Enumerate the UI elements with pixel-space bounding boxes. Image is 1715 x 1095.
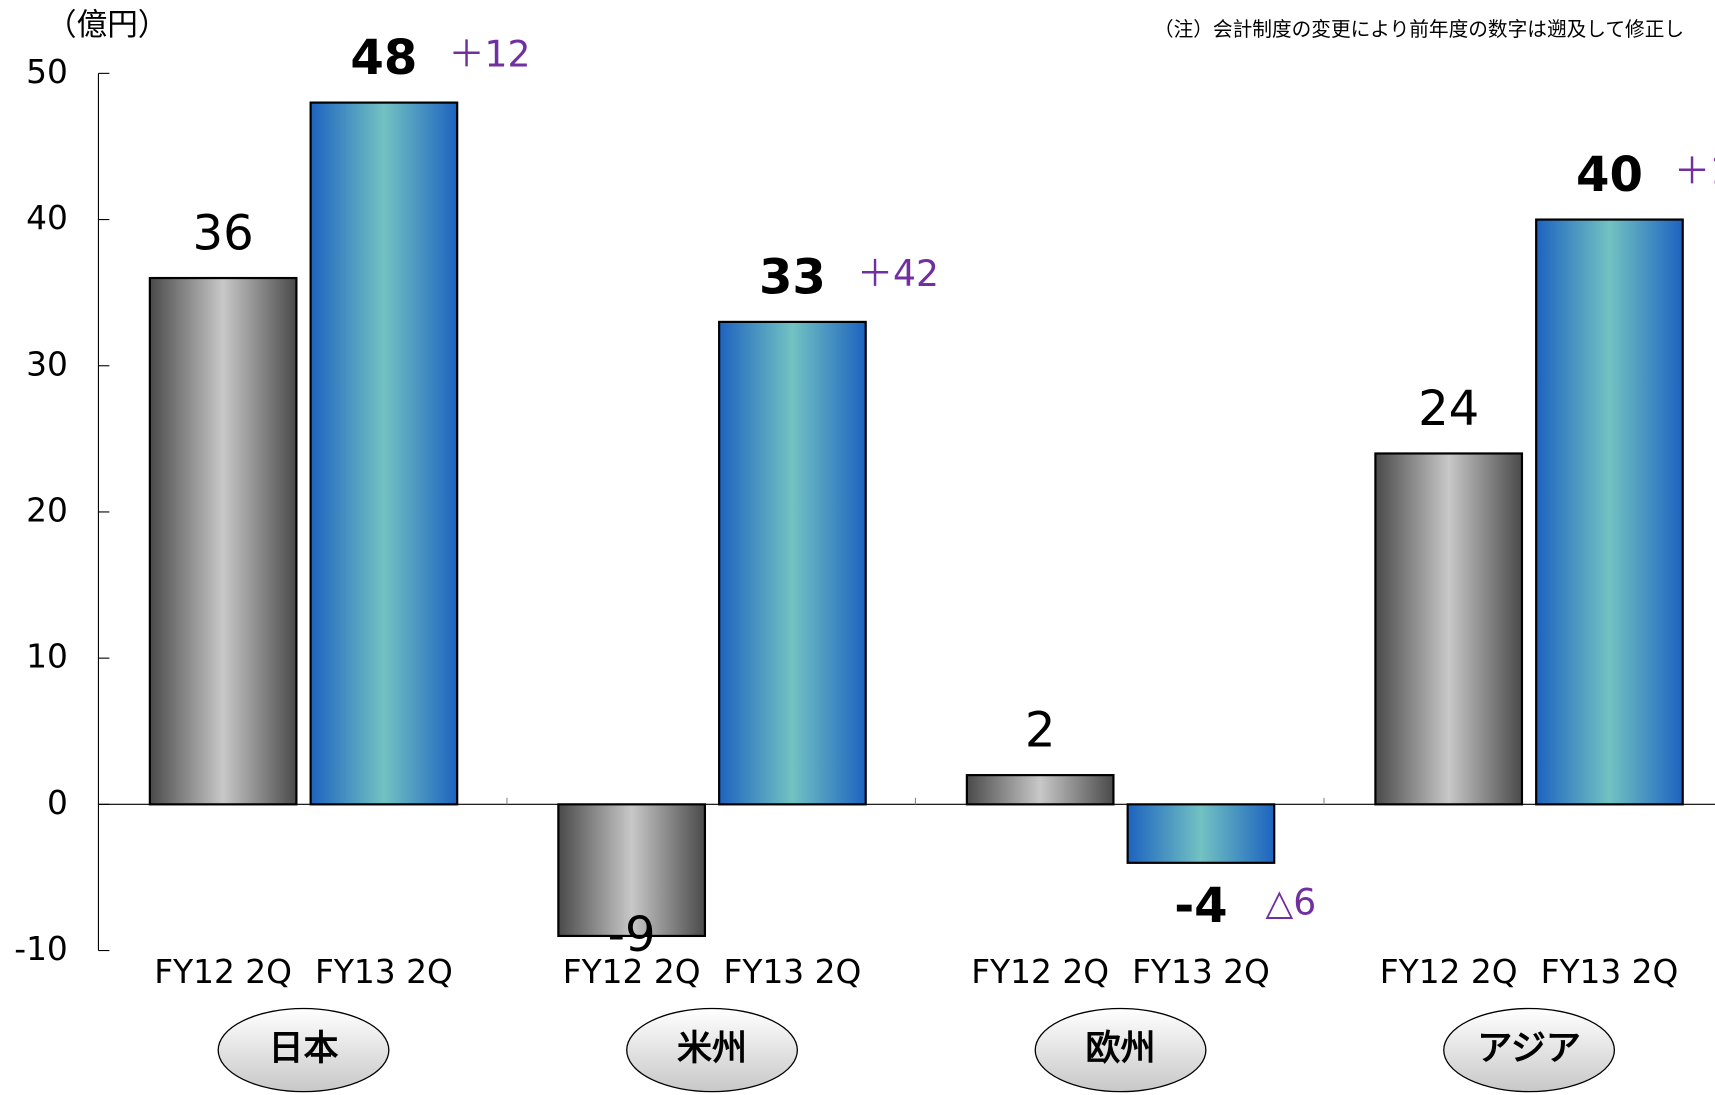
region-label: アジア — [1477, 1029, 1581, 1069]
change-label: ＋12 — [448, 34, 530, 76]
note: （注）会計制度の変更により前年度の数字は遡及して修正し — [1154, 18, 1684, 41]
y-tick-label: 0 — [47, 784, 68, 822]
y-tick-label: 50 — [26, 53, 68, 91]
region-badge — [1034, 1007, 1207, 1093]
value-label: -4 — [1174, 878, 1227, 934]
bar — [1126, 803, 1276, 864]
x-tick-label: FY12 2Q — [1380, 953, 1518, 991]
value-label: 48 — [350, 30, 417, 86]
x-tick-label: FY13 2Q — [1541, 953, 1679, 991]
value-label: 2 — [1025, 703, 1056, 759]
value-label: 24 — [1418, 381, 1479, 437]
change-label: ＋42 — [857, 253, 939, 295]
value-label: 36 — [193, 205, 254, 261]
region-badge — [1443, 1007, 1616, 1093]
y-tick-label: -10 — [14, 930, 68, 968]
region-label: 日本 — [269, 1029, 339, 1069]
bar — [148, 276, 298, 806]
change-label: △6 — [1265, 881, 1316, 923]
bar — [965, 774, 1115, 806]
bar — [718, 320, 867, 806]
bar — [1374, 452, 1524, 806]
x-tick-label: FY13 2Q — [1132, 953, 1270, 991]
x-tick-label: FY12 2Q — [563, 953, 701, 991]
y-tick-label: 10 — [26, 638, 68, 676]
value-label: 40 — [1576, 147, 1643, 203]
x-tick-label: FY13 2Q — [315, 953, 453, 991]
x-tick-label: FY13 2Q — [724, 953, 862, 991]
x-tick-label: FY12 2Q — [154, 953, 292, 991]
region-badge — [217, 1007, 390, 1093]
change-label: ＋16 — [1674, 151, 1715, 193]
y-tick-label: 30 — [26, 345, 68, 383]
region-label: 欧州 — [1086, 1029, 1156, 1069]
bar — [557, 803, 707, 938]
region-label: 米州 — [677, 1029, 747, 1069]
region-badge — [626, 1007, 798, 1093]
value-label: 33 — [759, 249, 826, 305]
bar — [309, 101, 459, 806]
y-tick-label: 40 — [26, 199, 68, 237]
unit-label: （億円） — [46, 8, 168, 43]
bar — [1535, 218, 1684, 806]
x-tick-label: FY12 2Q — [971, 953, 1109, 991]
value-label: -9 — [608, 907, 656, 963]
y-tick-label: 20 — [26, 491, 68, 529]
